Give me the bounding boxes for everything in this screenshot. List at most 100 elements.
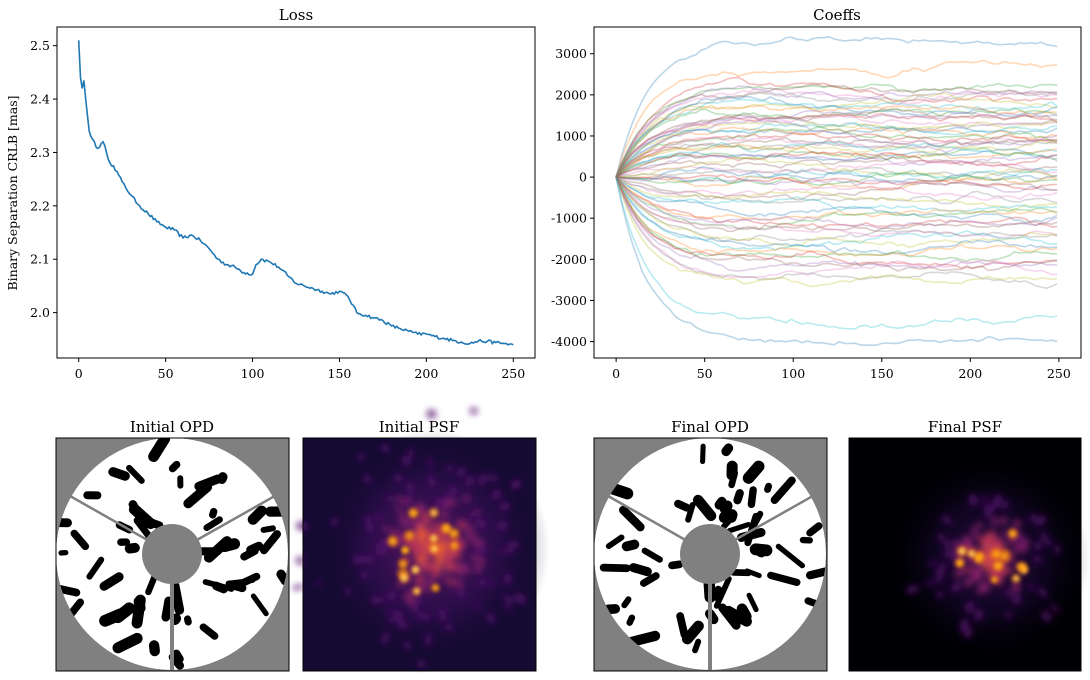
psf-speckle (936, 590, 944, 598)
loss-title: Loss (279, 6, 313, 24)
coeffs-plot-area (615, 35, 1058, 346)
psf-speckle (489, 474, 498, 483)
coeffs-series-line (615, 176, 1058, 262)
opd-segment (168, 460, 181, 473)
psf-speckle (366, 523, 375, 533)
psf-speckle (961, 537, 974, 548)
psf-speckle (973, 609, 984, 621)
psf-speckle (1022, 537, 1030, 547)
opd-segment (676, 612, 689, 639)
coeffs-series-line (615, 176, 1058, 201)
psf-speckle (441, 571, 447, 583)
psf-speckle (421, 513, 433, 527)
psf-speckle (380, 595, 388, 603)
psf-speckle (415, 502, 423, 511)
coeffs-series-line (615, 176, 1058, 270)
opd-segment (736, 527, 766, 542)
opd-segment (128, 503, 156, 530)
opd-segment (805, 565, 827, 580)
psf-speckle (474, 563, 483, 574)
coeffs-series-line (615, 148, 1058, 178)
psf-speckle (486, 613, 496, 624)
opd-segment (668, 560, 684, 570)
opd-segment (728, 469, 739, 489)
opd-segment (203, 516, 223, 532)
psf-speckle (381, 525, 392, 532)
coeffs-series-line (615, 156, 1058, 178)
coeffs-series-line (615, 114, 1058, 178)
psf-core-glow (992, 560, 1004, 572)
opd-segment (56, 583, 81, 597)
psf-speckle (390, 529, 397, 536)
opd-segment (117, 538, 131, 546)
coeffs-ytick-label: -2000 (551, 252, 587, 267)
opd-segment (639, 572, 660, 587)
opd-segment (86, 556, 105, 580)
coeffs-xtick-label: 0 (612, 366, 620, 381)
coeffs-series-line (615, 98, 1058, 178)
coeffs-series-line (615, 139, 1058, 178)
coeffs-series-line (615, 151, 1058, 178)
psf-speckle (352, 555, 366, 565)
coeffs-series-line (615, 82, 1058, 178)
psf-speckle (426, 585, 432, 593)
psf-speckle (451, 551, 462, 559)
loss-ytick-label: 2.5 (30, 38, 50, 53)
psf-speckle (398, 516, 411, 528)
coeffs-series-line (616, 156, 1058, 181)
psf-core-glow (449, 540, 460, 551)
initial-psf-panel: Initial PSF (292, 407, 550, 672)
coeffs-series-line (615, 176, 1058, 330)
loss-xtick-label: 250 (501, 366, 525, 381)
psf-speckle (416, 610, 422, 621)
coeffs-series-line (615, 160, 1058, 178)
psf-speckle (360, 571, 369, 580)
psf-speckle (964, 575, 976, 588)
coeffs-series-line (615, 176, 1058, 248)
opd-segment (148, 438, 171, 462)
psf-speckle (387, 591, 397, 601)
psf-speckle (374, 514, 383, 521)
opd-segment (733, 489, 744, 505)
psf-speckle (387, 617, 394, 624)
psf-speckle (504, 605, 513, 613)
coeffs-series-line (615, 176, 1058, 279)
psf-speckle (406, 495, 413, 504)
coeffs-xtick-label: 50 (697, 366, 713, 381)
psf-speckle (938, 563, 948, 570)
psf-speckle (467, 509, 478, 520)
psf-core-glow (1011, 573, 1021, 584)
opd-segment (692, 494, 717, 522)
psf-speckle (953, 567, 967, 578)
coeffs-series-line (615, 35, 1058, 178)
coeffs-series-line (615, 176, 1058, 231)
opd-segment (718, 603, 741, 630)
loss-ytick-label: 2.0 (30, 305, 50, 320)
opd-segment (628, 563, 652, 577)
psf-core-glow (956, 545, 968, 557)
psf-speckle (408, 517, 417, 526)
psf-speckle (440, 510, 449, 520)
psf-speckle (499, 501, 511, 512)
opd-segment (755, 547, 767, 558)
coeffs-series-line (615, 176, 1058, 233)
psf-speckle (357, 453, 366, 462)
coeffs-series-line (615, 146, 1058, 178)
final-psf-frame (848, 437, 1082, 672)
opd-segment (148, 640, 160, 657)
opd-segment (718, 511, 731, 524)
psf-core-glow (998, 550, 1011, 563)
psf-speckle (976, 521, 983, 530)
loss-panel: Loss Binary Separation CRLB [mas] 0 50 100… (5, 6, 536, 381)
psf-speckle (464, 524, 474, 534)
psf-speckle (507, 540, 520, 550)
psf-speckle (439, 541, 446, 547)
coeffs-series-line (615, 176, 1058, 230)
psf-speckle (415, 594, 423, 604)
psf-speckle (445, 465, 454, 472)
psf-speckle (971, 528, 980, 539)
psf-speckle (295, 556, 305, 565)
psf-speckle (380, 443, 390, 453)
psf-speckle (1028, 513, 1037, 523)
loss-ytick-label: 2.4 (30, 92, 50, 107)
